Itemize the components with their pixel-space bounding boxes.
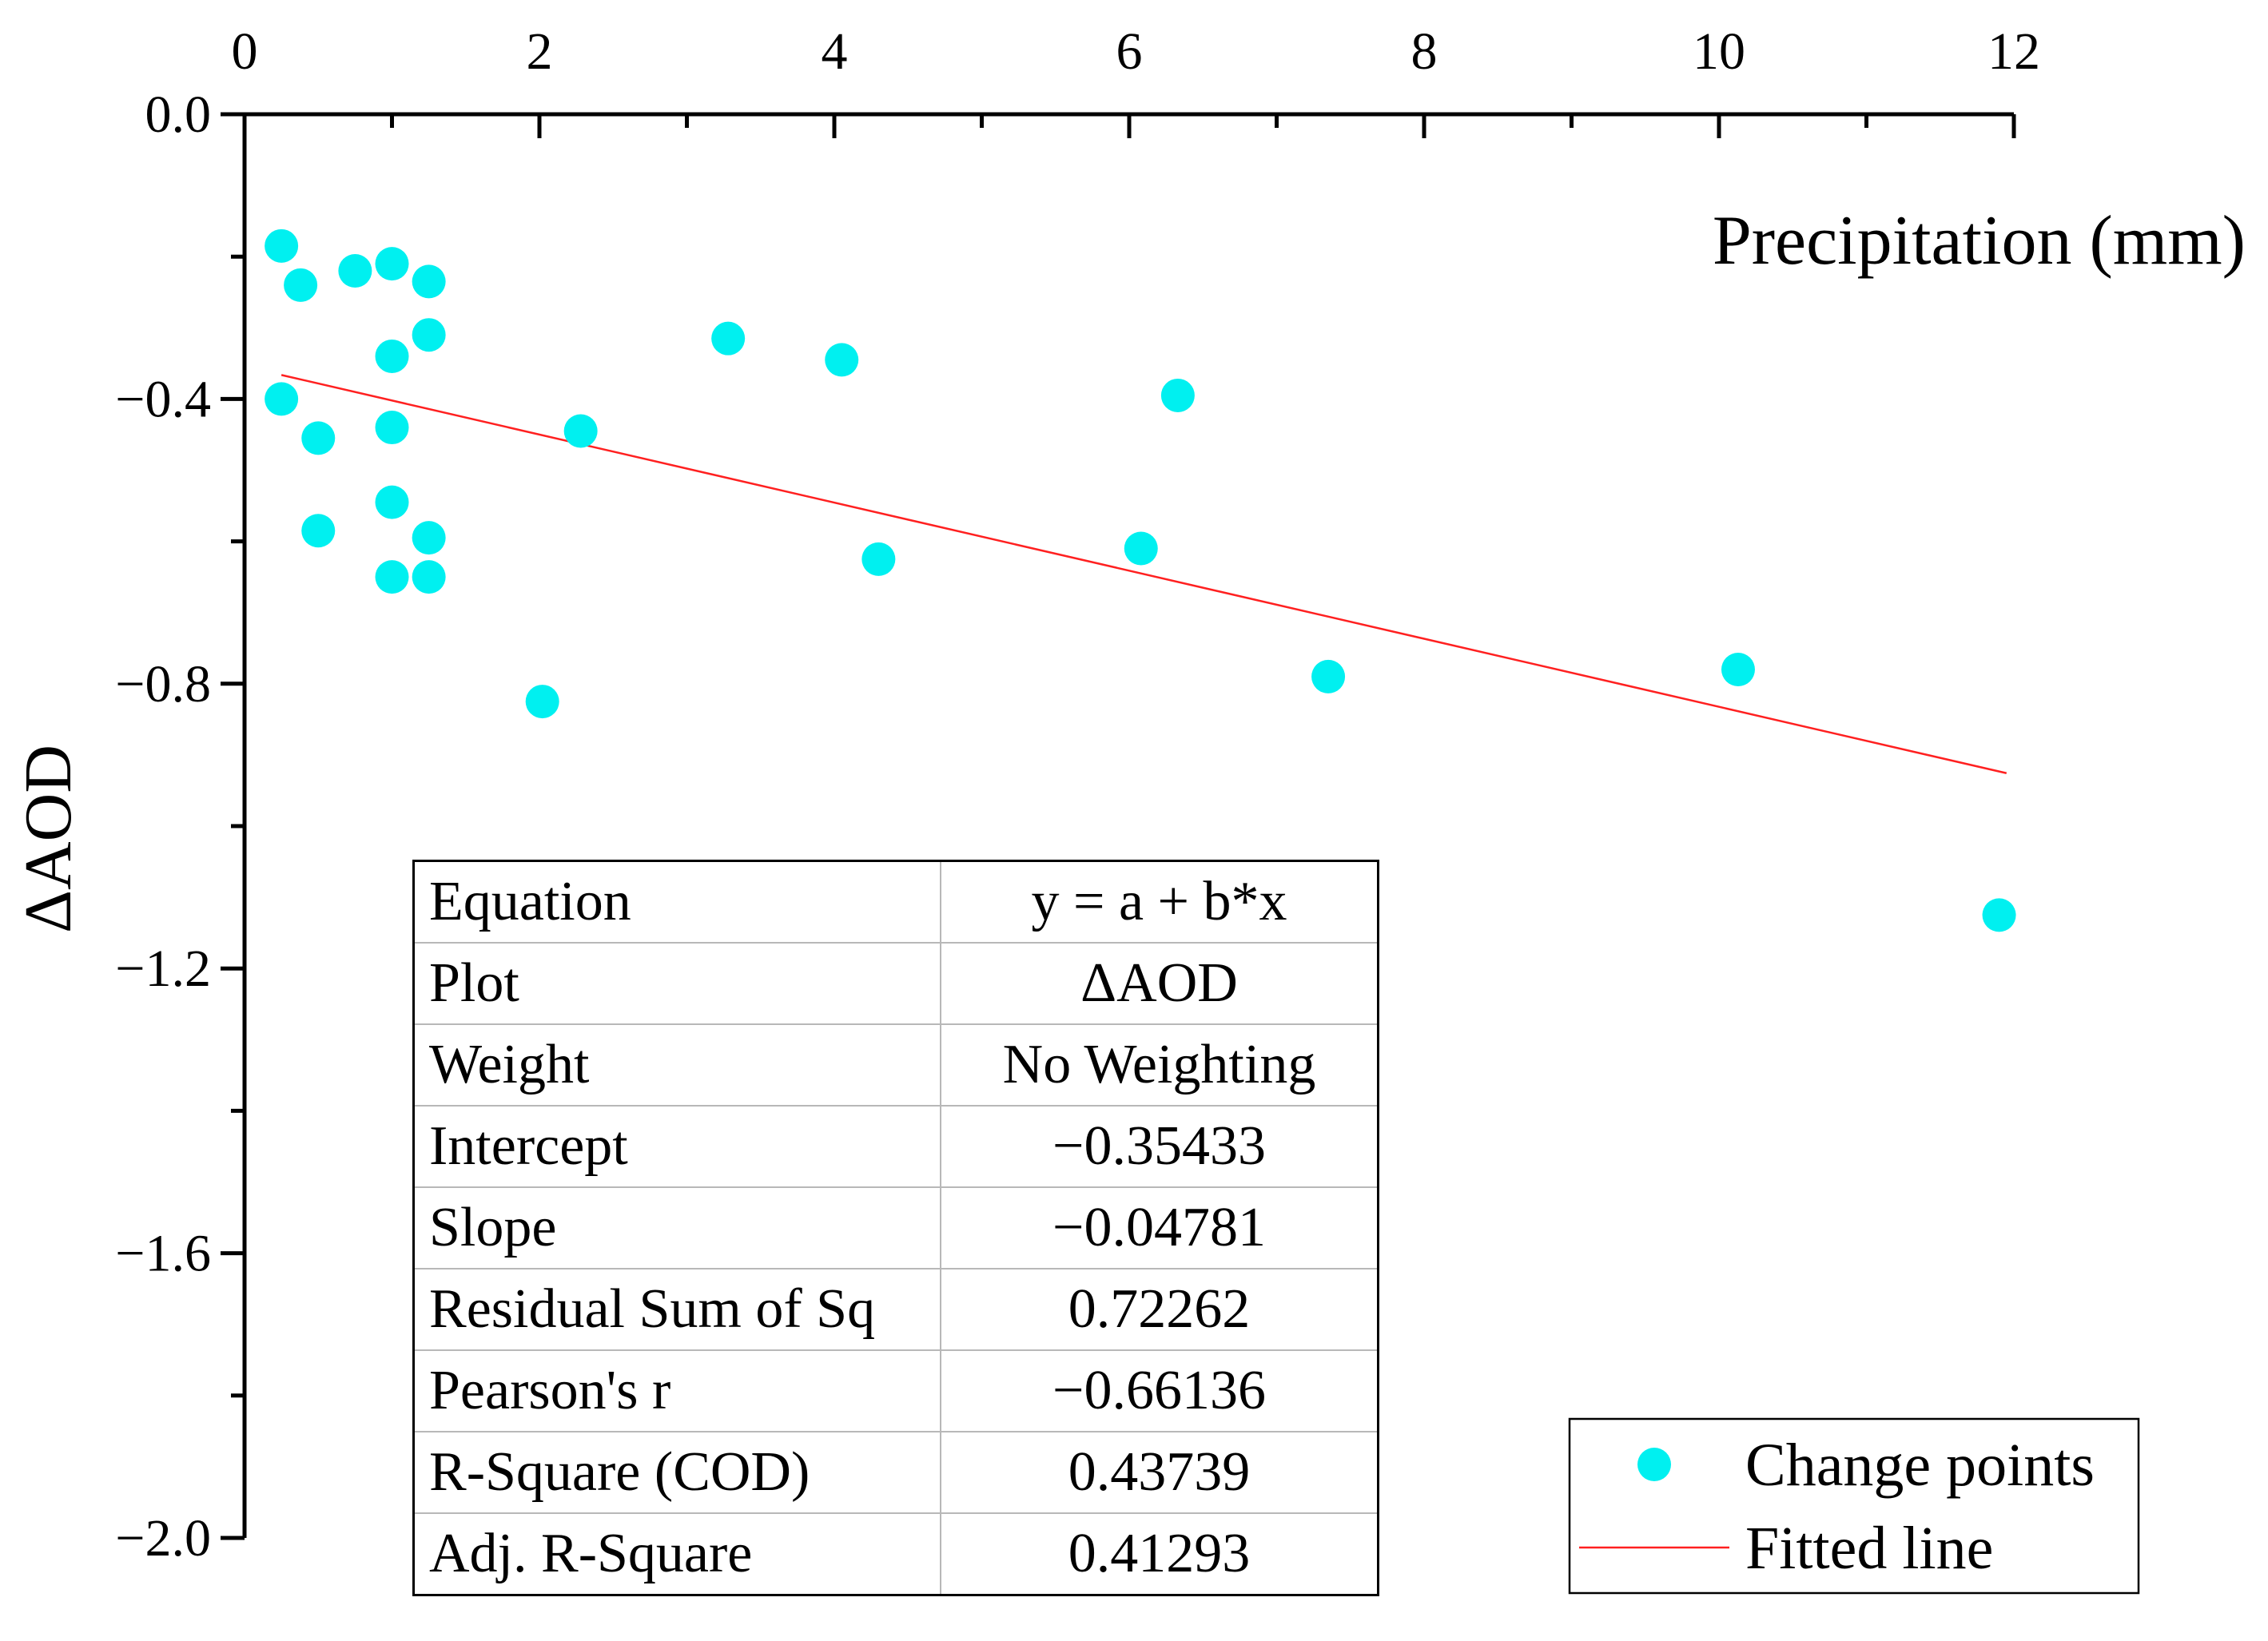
stats-row: R-Square (COD) 0.43739	[412, 1431, 1379, 1514]
stats-value: 0.72262	[940, 1268, 1379, 1351]
stats-value: 0.41293	[940, 1512, 1379, 1596]
stats-label: Slope	[412, 1186, 941, 1269]
stats-row: Slope −0.04781	[412, 1186, 1379, 1269]
data-point	[375, 411, 409, 445]
data-point	[284, 268, 318, 302]
stats-label: Residual Sum of Sq	[412, 1268, 941, 1351]
stats-value: y = a + b*x	[940, 860, 1379, 944]
data-point	[375, 339, 409, 373]
x-tick-label: 12	[1987, 22, 2040, 81]
data-point	[1982, 898, 2016, 932]
y-tick-label: −1.2	[115, 940, 211, 998]
data-point	[563, 414, 598, 448]
stats-row: Residual Sum of Sq 0.72262	[412, 1268, 1379, 1351]
data-point	[525, 685, 559, 719]
stats-value: −0.04781	[940, 1186, 1379, 1269]
data-point	[825, 343, 859, 377]
data-point	[1721, 652, 1755, 686]
data-point	[412, 521, 446, 555]
data-point	[301, 514, 336, 548]
stats-value: 0.43739	[940, 1431, 1379, 1514]
stats-row: Intercept −0.35433	[412, 1105, 1379, 1188]
stats-label: Weight	[412, 1023, 941, 1107]
data-point	[265, 382, 299, 416]
stats-value: −0.66136	[940, 1349, 1379, 1432]
stats-row: Plot ΔAOD	[412, 942, 1379, 1025]
stats-label: R-Square (COD)	[412, 1431, 941, 1514]
x-tick-label: 4	[822, 22, 848, 81]
data-point	[265, 228, 299, 263]
stats-label: Plot	[412, 942, 941, 1025]
stats-label: Equation	[412, 860, 941, 944]
y-axis-title: ΔAOD	[11, 745, 86, 933]
x-tick-label: 2	[527, 22, 553, 81]
data-point	[301, 421, 336, 455]
y-tick-label: −0.4	[115, 370, 211, 428]
legend-label-fitted-line: Fitted line	[1745, 1515, 1993, 1582]
legend-marker-change-points	[1637, 1448, 1671, 1481]
data-point	[1311, 659, 1346, 693]
stats-label: Intercept	[412, 1105, 941, 1188]
data-point	[412, 318, 446, 352]
x-axis-title: Precipitation (mm)	[1713, 202, 2246, 280]
legend-box	[1568, 1417, 2140, 1595]
legend-label-change-points: Change points	[1745, 1432, 2095, 1499]
stats-label: Adj. R-Square	[412, 1512, 941, 1596]
data-point	[412, 560, 446, 594]
x-tick-label: 8	[1411, 22, 1438, 81]
stats-row: Pearson's r −0.66136	[412, 1349, 1379, 1432]
data-points	[265, 228, 2016, 932]
stats-label: Pearson's r	[412, 1349, 941, 1432]
data-point	[711, 321, 746, 356]
data-point	[861, 542, 896, 576]
regression-stats-table: Equation y = a + b*x Plot ΔAOD Weight No Weig…	[412, 860, 1379, 1596]
y-tick-label: −2.0	[115, 1509, 211, 1567]
data-point	[375, 485, 409, 519]
axes: 0 2 4 6 8 10 12 0.0 −0.4 −0.8 −1.2 −1.6 −2.0	[115, 22, 2040, 1567]
data-point	[1124, 531, 1158, 566]
data-point	[375, 560, 409, 594]
y-tick-label: −0.8	[115, 655, 211, 713]
data-point	[338, 254, 372, 288]
data-point	[1160, 378, 1195, 412]
data-point	[375, 247, 409, 281]
y-tick-label: −1.6	[115, 1225, 211, 1283]
stats-value: No Weighting	[940, 1023, 1379, 1107]
x-tick-label: 0	[232, 22, 258, 81]
legend: Change points Fitted line	[1568, 1417, 2140, 1595]
stats-value: −0.35433	[940, 1105, 1379, 1188]
stats-row: Equation y = a + b*x	[412, 860, 1379, 944]
y-tick-label: 0.0	[145, 85, 212, 144]
data-point	[412, 264, 446, 299]
x-tick-label: 10	[1693, 22, 1745, 81]
stats-row: Adj. R-Square 0.41293	[412, 1512, 1379, 1596]
stats-row: Weight No Weighting	[412, 1023, 1379, 1107]
stats-value: ΔAOD	[940, 942, 1379, 1025]
x-tick-label: 6	[1116, 22, 1143, 81]
